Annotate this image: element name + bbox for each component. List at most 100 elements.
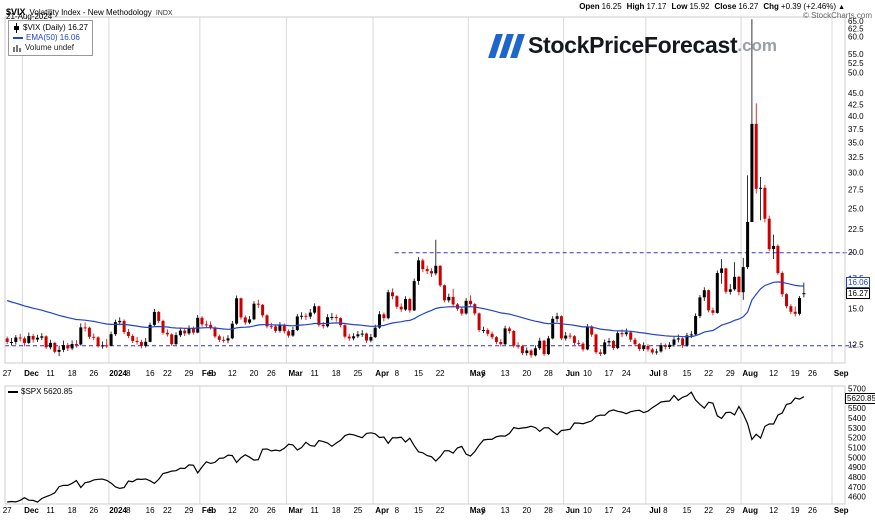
svg-text:12.5: 12.5 (848, 340, 864, 349)
svg-text:20: 20 (250, 369, 259, 378)
volume-bars-icon (13, 45, 21, 52)
last-price-box: 16.27 (846, 288, 871, 299)
svg-text:6: 6 (481, 369, 486, 378)
svg-text:4600: 4600 (848, 493, 866, 502)
svg-text:13: 13 (501, 369, 510, 378)
up-arrow-icon: ▲ (838, 4, 845, 11)
open-label: Open (579, 2, 600, 11)
svg-text:29: 29 (185, 369, 194, 378)
svg-text:2024: 2024 (109, 369, 127, 378)
svg-text:22.5: 22.5 (848, 225, 864, 234)
svg-text:42.5: 42.5 (848, 100, 864, 109)
svg-text:8: 8 (395, 369, 400, 378)
watermark-brand: StockPriceForecast (528, 32, 738, 58)
svg-text:4900: 4900 (848, 463, 866, 472)
svg-text:Dec: Dec (24, 369, 39, 378)
svg-text:5500: 5500 (848, 404, 866, 413)
svg-text:25.0: 25.0 (848, 204, 864, 213)
svg-text:5100: 5100 (848, 443, 866, 452)
svg-text:50.0: 50.0 (848, 68, 864, 77)
svg-text:Mar: Mar (288, 369, 302, 378)
svg-text:20.0: 20.0 (848, 248, 864, 257)
svg-text:20: 20 (522, 506, 531, 515)
vix-candles (5, 19, 806, 358)
svg-text:24: 24 (622, 506, 631, 515)
svg-text:Aug: Aug (742, 369, 758, 378)
svg-text:5000: 5000 (848, 453, 866, 462)
svg-text:Jul: Jul (649, 369, 661, 378)
close-value: 16.27 (738, 2, 759, 11)
svg-text:18: 18 (332, 369, 341, 378)
spx-legend: $SPX 5620.85 (8, 387, 73, 396)
symbol: $VIX (6, 7, 26, 17)
high-label: High (626, 2, 645, 11)
svg-text:27: 27 (3, 369, 12, 378)
svg-text:18: 18 (68, 506, 77, 515)
legend-vix-row: $VIX (Daily) 16.27 (13, 23, 88, 33)
svg-text:22: 22 (704, 369, 713, 378)
svg-text:May: May (470, 369, 486, 378)
svg-text:11: 11 (46, 506, 55, 515)
stockpriceforecast-watermark: StockPriceForecast .com (488, 32, 778, 59)
chart-date: 21-Aug-2024 (6, 12, 53, 21)
vix-y-axis-labels: 65.062.560.0 55.052.550.0 45.0 42.5 40.0 37.5… (848, 17, 864, 349)
month-gridlines (21, 17, 833, 504)
svg-text:40.0: 40.0 (848, 112, 864, 121)
svg-text:26: 26 (89, 369, 98, 378)
svg-text:Sep: Sep (834, 506, 849, 515)
svg-text:22: 22 (163, 506, 172, 515)
svg-text:5: 5 (208, 506, 213, 515)
svg-text:37.5: 37.5 (848, 125, 864, 134)
svg-text:28: 28 (544, 506, 553, 515)
close-label: Close (714, 2, 737, 11)
svg-text:29: 29 (726, 506, 735, 515)
svg-text:12: 12 (228, 506, 237, 515)
legend-volume-row: Volume undef (13, 43, 88, 53)
chg-value: +0.39 (+2.46%) (780, 2, 837, 11)
svg-text:Dec: Dec (24, 506, 39, 515)
svg-text:15: 15 (683, 369, 692, 378)
svg-text:10: 10 (583, 506, 592, 515)
svg-text:Jun: Jun (566, 506, 580, 515)
svg-text:5400: 5400 (848, 414, 866, 423)
svg-text:Jun: Jun (566, 369, 580, 378)
svg-text:18: 18 (332, 506, 341, 515)
legend-ema-label: EMA(50) 16.06 (26, 33, 80, 42)
svg-text:Apr: Apr (375, 369, 389, 378)
svg-text:12: 12 (228, 369, 237, 378)
open-value: 16.25 (601, 2, 622, 11)
svg-text:16: 16 (146, 506, 155, 515)
chart-title: Volatility Index - New Methodology (29, 8, 152, 17)
svg-text:5200: 5200 (848, 434, 866, 443)
svg-text:55.0: 55.0 (848, 50, 864, 59)
svg-text:19: 19 (791, 506, 800, 515)
spx-value-box: 5620.85 (845, 393, 875, 404)
svg-text:Mar: Mar (288, 506, 302, 515)
svg-text:25: 25 (353, 506, 362, 515)
watermark-tld: .com (737, 35, 778, 55)
svg-text:5: 5 (208, 369, 213, 378)
svg-text:8: 8 (395, 506, 400, 515)
svg-text:17: 17 (605, 369, 614, 378)
svg-text:Apr: Apr (375, 506, 389, 515)
svg-text:19: 19 (791, 369, 800, 378)
high-value: 17.17 (646, 2, 667, 11)
svg-text:13: 13 (501, 506, 510, 515)
svg-text:Sep: Sep (834, 369, 849, 378)
svg-text:29: 29 (185, 506, 194, 515)
svg-text:5300: 5300 (848, 424, 866, 433)
svg-text:22: 22 (436, 506, 445, 515)
svg-text:Jul: Jul (649, 506, 661, 515)
svg-text:28: 28 (544, 369, 553, 378)
svg-text:62.5: 62.5 (848, 25, 864, 34)
ema-line-icon (13, 37, 23, 39)
svg-text:4800: 4800 (848, 473, 866, 482)
svg-text:Feb: Feb (202, 369, 216, 378)
svg-text:45.0: 45.0 (848, 89, 864, 98)
low-label: Low (671, 2, 688, 11)
svg-text:15: 15 (414, 369, 423, 378)
svg-text:15: 15 (683, 506, 692, 515)
svg-text:8: 8 (663, 369, 668, 378)
svg-text:27.5: 27.5 (848, 186, 864, 195)
